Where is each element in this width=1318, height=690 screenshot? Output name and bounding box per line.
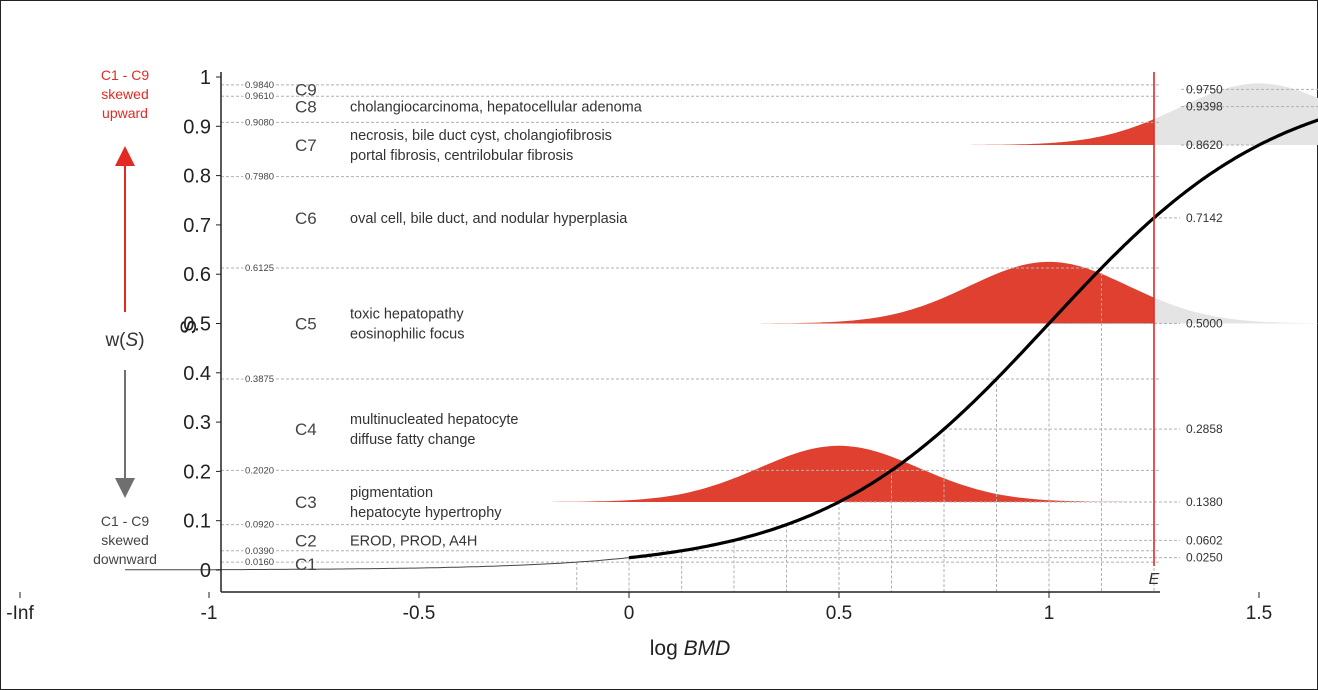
category-desc-c4-1: multinucleated hepatocyte xyxy=(350,412,518,428)
category-desc-c5-2: eosinophilic focus xyxy=(350,327,464,343)
y-tick-label-8: 0.8 xyxy=(183,166,211,188)
category-desc-c6-1: oval cell, bile duct, and nodular hyperp… xyxy=(350,211,628,227)
x-tick-label-5: 1 xyxy=(1044,603,1055,624)
value-label-1: 0.0250 xyxy=(1186,551,1223,565)
x-tick-label-4: 0.5 xyxy=(826,603,852,624)
exposure-label: E xyxy=(1149,571,1160,588)
y-tick-label-1: 0.1 xyxy=(183,511,211,533)
category-code-c5: C5 xyxy=(295,315,317,334)
value-label-5: 0.5000 xyxy=(1186,317,1223,331)
boundary-label-2: 0.0390 xyxy=(245,546,274,557)
boundary-label-3: 0.0920 xyxy=(245,520,274,531)
x-tick-label-3: 0 xyxy=(624,603,635,624)
y-tick-label-10: 1 xyxy=(200,67,211,89)
boundary-label-7: 0.7980 xyxy=(245,172,274,183)
boundary-label-1: 0.0160 xyxy=(245,557,274,568)
category-code-c7: C7 xyxy=(295,136,317,155)
y-axis-title: S xyxy=(176,320,201,335)
boundary-label-10: 0.9840 xyxy=(245,80,274,91)
distribution-red-2 xyxy=(761,261,1154,324)
boundary-label-9: 0.9610 xyxy=(245,91,274,102)
category-code-c6: C6 xyxy=(295,209,317,228)
y-tick-label-3: 0.3 xyxy=(183,412,211,434)
y-tick-label-5: 0.5 xyxy=(183,314,211,336)
x-tick-label-1: -1 xyxy=(201,603,218,624)
distribution-red-3 xyxy=(971,119,1154,145)
category-desc-c3-2: hepatocyte hypertrophy xyxy=(350,505,502,521)
boundary-label-4: 0.2020 xyxy=(245,465,274,476)
category-code-c3: C3 xyxy=(295,493,317,512)
boundary-label-5: 0.3875 xyxy=(245,374,274,385)
category-desc-c2-1: EROD, PROD, A4H xyxy=(350,533,477,549)
y-tick-label-9: 0.9 xyxy=(183,116,211,138)
category-code-c4: C4 xyxy=(295,420,317,439)
skewed-downward-text: C1 - C9 skewed downward xyxy=(93,513,157,567)
boundary-label-6: 0.6125 xyxy=(245,263,274,274)
category-code-c8: C8 xyxy=(295,98,317,117)
skewed-upward-text: C1 - C9 skewed upward xyxy=(100,67,150,121)
category-desc-c8-1: cholangiocarcinoma, hepatocellular adeno… xyxy=(350,100,643,116)
value-label-8: 0.9398 xyxy=(1186,100,1223,114)
distribution-gray-3 xyxy=(971,83,1318,145)
y-tick-label-4: 0.4 xyxy=(183,363,211,385)
y-tick-label-7: 0.7 xyxy=(183,215,211,237)
y-tick-label-0: 0 xyxy=(200,560,211,582)
curve-bold xyxy=(628,118,1318,560)
value-label-7: 0.8620 xyxy=(1186,138,1223,152)
value-label-3: 0.1380 xyxy=(1186,495,1223,509)
category-code-c1: C1 xyxy=(295,555,317,574)
distribution-red-1 xyxy=(551,445,1127,502)
category-desc-c3-1: pigmentation xyxy=(350,485,433,501)
y-tick-label-6: 0.6 xyxy=(183,264,211,286)
category-desc-c5-1: toxic hepatopathy xyxy=(350,307,464,323)
x-tick-label-2: -0.5 xyxy=(403,603,436,624)
x-tick-label-6: 1.5 xyxy=(1246,603,1272,624)
value-label-9: 0.9750 xyxy=(1186,82,1223,96)
category-desc-c7-1: necrosis, bile duct cyst, cholangiofibro… xyxy=(350,128,612,144)
weight-label: w(S) xyxy=(105,330,145,351)
x-axis-title: log BMD xyxy=(650,637,731,660)
upward-arrow xyxy=(115,146,135,312)
category-code-c9: C9 xyxy=(295,80,317,99)
downward-arrow xyxy=(115,370,135,498)
boundary-label-8: 0.9080 xyxy=(245,117,274,128)
y-tick-label-2: 0.2 xyxy=(183,461,211,483)
category-desc-c7-2: portal fibrosis, centrilobular fibrosis xyxy=(350,148,573,164)
value-label-2: 0.0602 xyxy=(1186,533,1223,547)
category-code-c2: C2 xyxy=(295,531,317,550)
x-tick-label-0: -Inf xyxy=(6,603,34,624)
value-label-4: 0.2858 xyxy=(1186,422,1223,436)
category-desc-c4-2: diffuse fatty change xyxy=(350,432,476,448)
value-label-6: 0.7142 xyxy=(1186,211,1223,225)
